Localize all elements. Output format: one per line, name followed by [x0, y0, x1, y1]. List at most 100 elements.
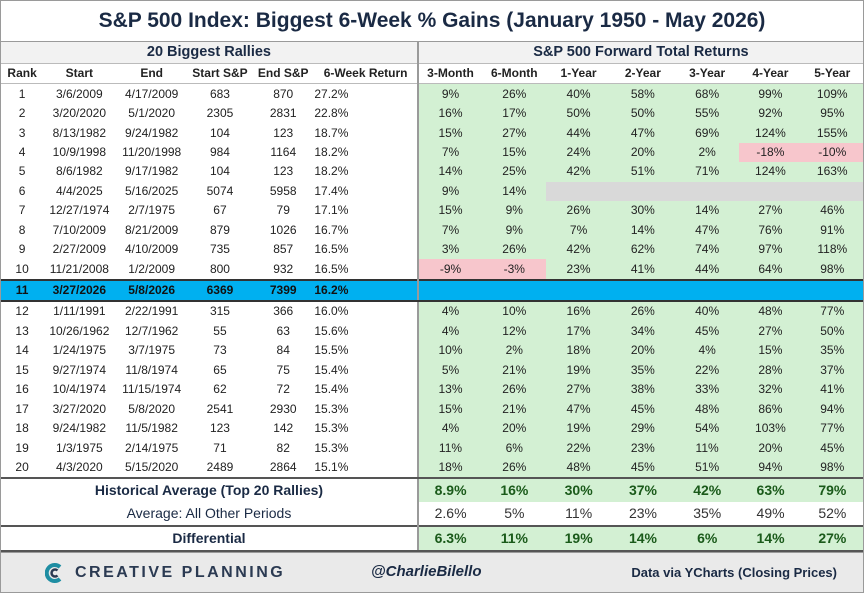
table-cell: 98% — [801, 259, 863, 280]
table-cell: 118% — [801, 239, 863, 260]
table-cell: 2305 — [206, 106, 234, 121]
table-cell: 22.8% — [314, 106, 349, 121]
table-cell: 12/7/1962 — [124, 323, 179, 338]
table-cell: 1/3/1975 — [55, 440, 103, 455]
table-cell: 16.7% — [314, 222, 349, 237]
table-cell: 71 — [213, 440, 227, 455]
table-cell: 75 — [276, 362, 290, 377]
table-cell: 71% — [674, 162, 740, 182]
table-cell: 15.3% — [314, 421, 349, 436]
table-cell: 18% — [546, 341, 611, 361]
summary-value: 37% — [610, 477, 676, 503]
table-cell: 3/27/2026 — [43, 278, 116, 303]
table-row: 18 9/24/1982 11/5/1982 123 142 15.3% 4% 20% 19% 2… — [1, 418, 863, 439]
table-cell: 20% — [739, 438, 802, 458]
table-row: 5 8/6/1982 9/17/1982 104 123 18.2% 14% 25% 42% 51… — [1, 162, 863, 182]
table-cell: 2864 — [269, 459, 297, 474]
table-cell: 7 — [18, 203, 26, 218]
table-cell: 4% — [416, 321, 483, 342]
summary-value: 11% — [482, 525, 547, 553]
summary-value: 23% — [628, 505, 657, 522]
table-cell: 5/8/2020 — [128, 401, 176, 416]
table-cell: 19% — [546, 360, 611, 380]
summary-value: 5% — [504, 505, 525, 522]
table-cell: 48% — [546, 457, 611, 478]
table-cell: 4% — [416, 418, 483, 439]
summary-value: 27% — [801, 525, 863, 553]
summary-value: 79% — [801, 477, 863, 503]
table-cell: 98% — [801, 457, 863, 478]
table-cell: 932 — [273, 261, 294, 276]
table-row: 17 3/27/2020 5/8/2020 2541 2930 15.3% 15% 21% 47… — [1, 399, 863, 419]
table-cell: 12/27/1974 — [49, 203, 110, 218]
table-cell: 18.2% — [314, 144, 349, 159]
table-cell: 51% — [610, 162, 675, 182]
table-cell: 6% — [482, 438, 547, 458]
table-cell: 10% — [482, 301, 547, 322]
table-cell: 1026 — [269, 222, 297, 237]
table-cell: 42% — [546, 239, 611, 260]
table-cell: 5/15/2020 — [124, 459, 179, 474]
brand-name: CREATIVE PLANNING — [75, 564, 286, 581]
table-cell: 15% — [416, 399, 483, 419]
column-header: 1-Year — [546, 63, 611, 85]
table-cell: 94% — [739, 457, 802, 478]
table-cell: 68% — [674, 83, 740, 104]
table-cell: 86% — [739, 399, 802, 419]
table-cell: 16 — [15, 382, 29, 397]
table-cell: 77% — [801, 301, 863, 322]
table-cell: 17.4% — [314, 183, 349, 198]
table-cell: 124% — [739, 162, 802, 182]
table-cell: 47% — [610, 123, 675, 143]
table-cell: 16.5% — [314, 261, 349, 276]
summary-value: 6.3% — [416, 525, 483, 553]
table-cell: 10% — [416, 341, 483, 361]
group-header-rallies: 20 Biggest Rallies — [1, 42, 418, 64]
table-cell: 6 — [18, 183, 26, 198]
table-cell: 17% — [482, 103, 547, 124]
table-cell: 15% — [416, 201, 483, 221]
group-header-forward-returns: S&P 500 Forward Total Returns — [416, 42, 863, 64]
table-cell: 99% — [739, 83, 802, 104]
table-cell: 7% — [546, 220, 611, 240]
table-cell: 28% — [739, 360, 802, 380]
summary-row-other: Average: All Other Periods 2.6% 5% 11% 23% 35… — [1, 502, 863, 527]
table-cell: 22% — [674, 360, 740, 380]
table-cell: 4% — [416, 301, 483, 322]
rallies-table: 20 Biggest Rallies S&P 500 Forward Total… — [1, 42, 863, 478]
table-cell — [801, 278, 863, 303]
table-cell: 123 — [209, 421, 230, 436]
table-cell: 18% — [416, 457, 483, 478]
table-cell: 20% — [482, 418, 547, 439]
summary-row-differential: Differential 6.3% 11% 19% 14% 6% 14% 27% — [1, 525, 863, 553]
table-cell: 15.3% — [314, 401, 349, 416]
table-cell: 879 — [209, 222, 230, 237]
summary-value: 30% — [546, 477, 611, 503]
table-cell: 27% — [739, 321, 802, 342]
table-cell: 48% — [739, 301, 802, 322]
table-cell: 8/21/2009 — [124, 222, 179, 237]
table-cell: 82 — [276, 440, 290, 455]
table-cell — [482, 278, 547, 303]
column-header-row: Rank Start End Start S&P End S&P 6-Week Retur… — [1, 63, 863, 85]
table-cell — [416, 278, 483, 303]
table-cell: 15.5% — [314, 343, 349, 358]
summary-value: 11% — [565, 505, 593, 522]
table-cell: 15% — [482, 142, 547, 163]
table-cell: 72 — [276, 382, 290, 397]
table-cell: 15% — [739, 341, 802, 361]
table-cell: 11/5/1982 — [125, 421, 178, 436]
table-cell: 63 — [276, 323, 290, 338]
table-row: 14 1/24/1975 3/7/1975 73 84 15.5% 10% 2% 18% 20% 4… — [1, 341, 863, 361]
table-cell: 40% — [546, 83, 611, 104]
table-cell — [674, 181, 740, 202]
table-cell: 8 — [18, 222, 26, 237]
table-cell: 10/26/1962 — [49, 323, 110, 338]
table-cell: 9% — [482, 220, 547, 240]
table-cell: 44% — [674, 259, 740, 280]
table-cell: 27.2% — [314, 86, 349, 101]
table-cell: 64% — [739, 259, 802, 280]
table-cell: 11 — [1, 278, 44, 303]
table-cell: 47% — [546, 399, 611, 419]
